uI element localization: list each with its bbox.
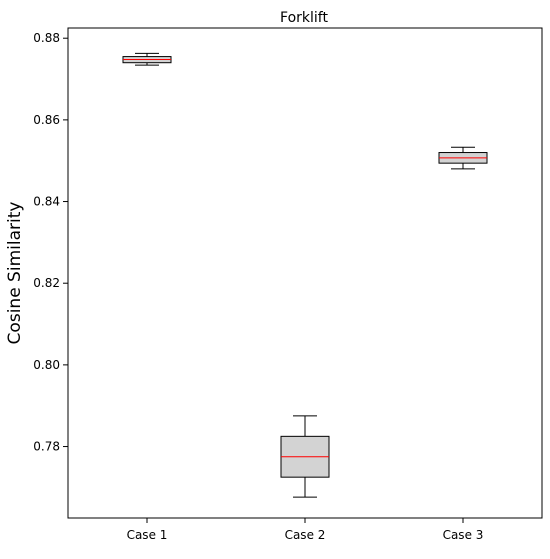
x-tick-label: Case 3 xyxy=(443,528,484,542)
x-tick-label: Case 1 xyxy=(127,528,168,542)
box-series xyxy=(122,52,488,498)
y-tick-label: 0.80 xyxy=(33,358,60,372)
x-tick-label: Case 2 xyxy=(285,528,326,542)
box-1 xyxy=(122,52,172,66)
y-tick-label: 0.78 xyxy=(33,440,60,454)
y-tick-label: 0.82 xyxy=(33,276,60,290)
y-tick-label: 0.86 xyxy=(33,113,60,127)
y-axis-label: Cosine Similarity xyxy=(5,202,25,345)
y-tick-label: 0.84 xyxy=(33,195,60,209)
x-axis-ticks: Case 1 Case 2 Case 3 xyxy=(127,518,484,542)
box-3 xyxy=(438,146,488,170)
box-2 xyxy=(280,415,330,498)
chart-title: Forklift xyxy=(280,10,328,26)
y-axis-ticks: 0.78 0.80 0.82 0.84 0.86 0.88 xyxy=(33,31,68,454)
y-tick-label: 0.88 xyxy=(33,31,60,45)
